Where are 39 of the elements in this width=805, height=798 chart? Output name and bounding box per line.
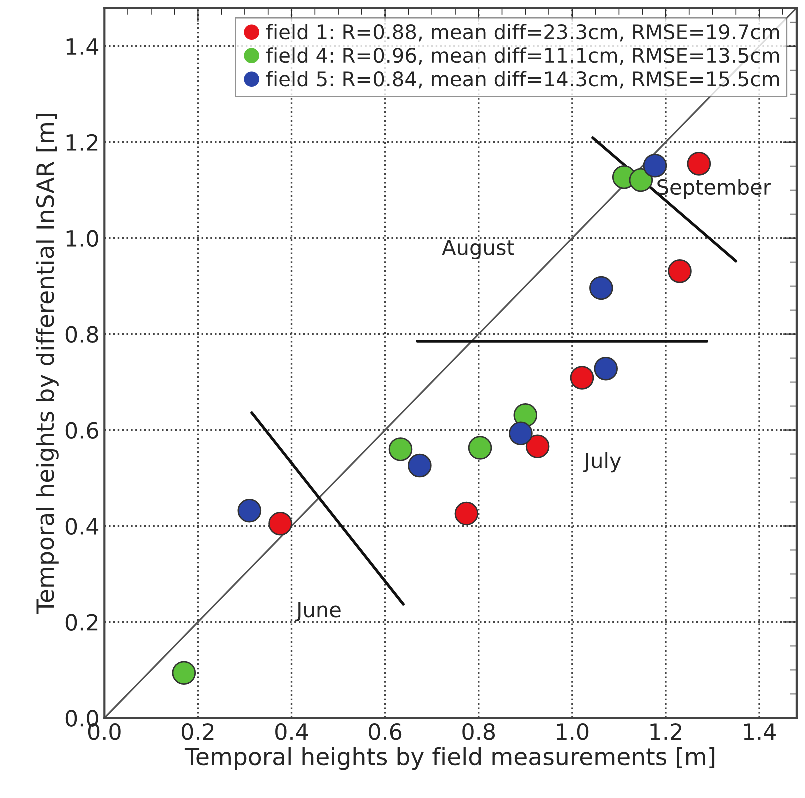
- x-tick-label: 0.6: [369, 723, 402, 740]
- point: [643, 154, 668, 178]
- point: [268, 512, 292, 536]
- point: [526, 434, 550, 458]
- point: [509, 422, 533, 446]
- point: [454, 502, 479, 526]
- legend-label: field 1: R=0.88, mean diff=23.3cm, RMSE=19.7cm: [266, 24, 780, 42]
- point: [629, 168, 654, 192]
- point: [408, 454, 432, 478]
- x-tick-label: 1.2: [650, 723, 682, 740]
- x-tick-label: 1.4: [744, 724, 776, 740]
- point: [388, 438, 413, 462]
- y-axis-title: Temporal heights by differential InSAR [m]: [36, 114, 59, 614]
- x-tick-label: 0.2: [182, 723, 214, 740]
- point: [238, 499, 262, 523]
- y-tick-label: 0.4: [66, 518, 99, 536]
- legend-label: field 4: R=0.96, mean diff=11.1cm, RMSE=13.5cm: [266, 48, 780, 66]
- annotation: September: [658, 179, 772, 200]
- legend-label: field 5: R=0.84, mean diff=14.3cm, RMSE=15.5cm: [266, 71, 780, 89]
- y-tick-label: 1.4: [66, 38, 99, 55]
- point: [468, 436, 492, 460]
- x-axis-title: Temporal heights by field measurements [m]: [184, 747, 715, 770]
- x-tick-label: 0.8: [462, 723, 496, 740]
- annotation: July: [583, 452, 622, 473]
- y-tick-label: 0.2: [66, 614, 98, 631]
- point: [570, 366, 594, 390]
- y-tick-label: 0.6: [66, 422, 98, 440]
- point: [668, 260, 692, 284]
- x-tick-label: 0.4: [276, 723, 308, 740]
- point: [594, 356, 618, 381]
- annotation: June: [296, 602, 341, 622]
- y-tick-label: 1.2: [66, 134, 98, 151]
- y-tick-label: 0.8: [66, 326, 98, 344]
- point: [172, 661, 196, 685]
- x-tick-label: 1.0: [557, 723, 589, 740]
- point: [687, 152, 712, 176]
- y-tick-label: 1.0: [66, 230, 98, 248]
- point: [590, 276, 614, 300]
- annotation: August: [442, 240, 514, 260]
